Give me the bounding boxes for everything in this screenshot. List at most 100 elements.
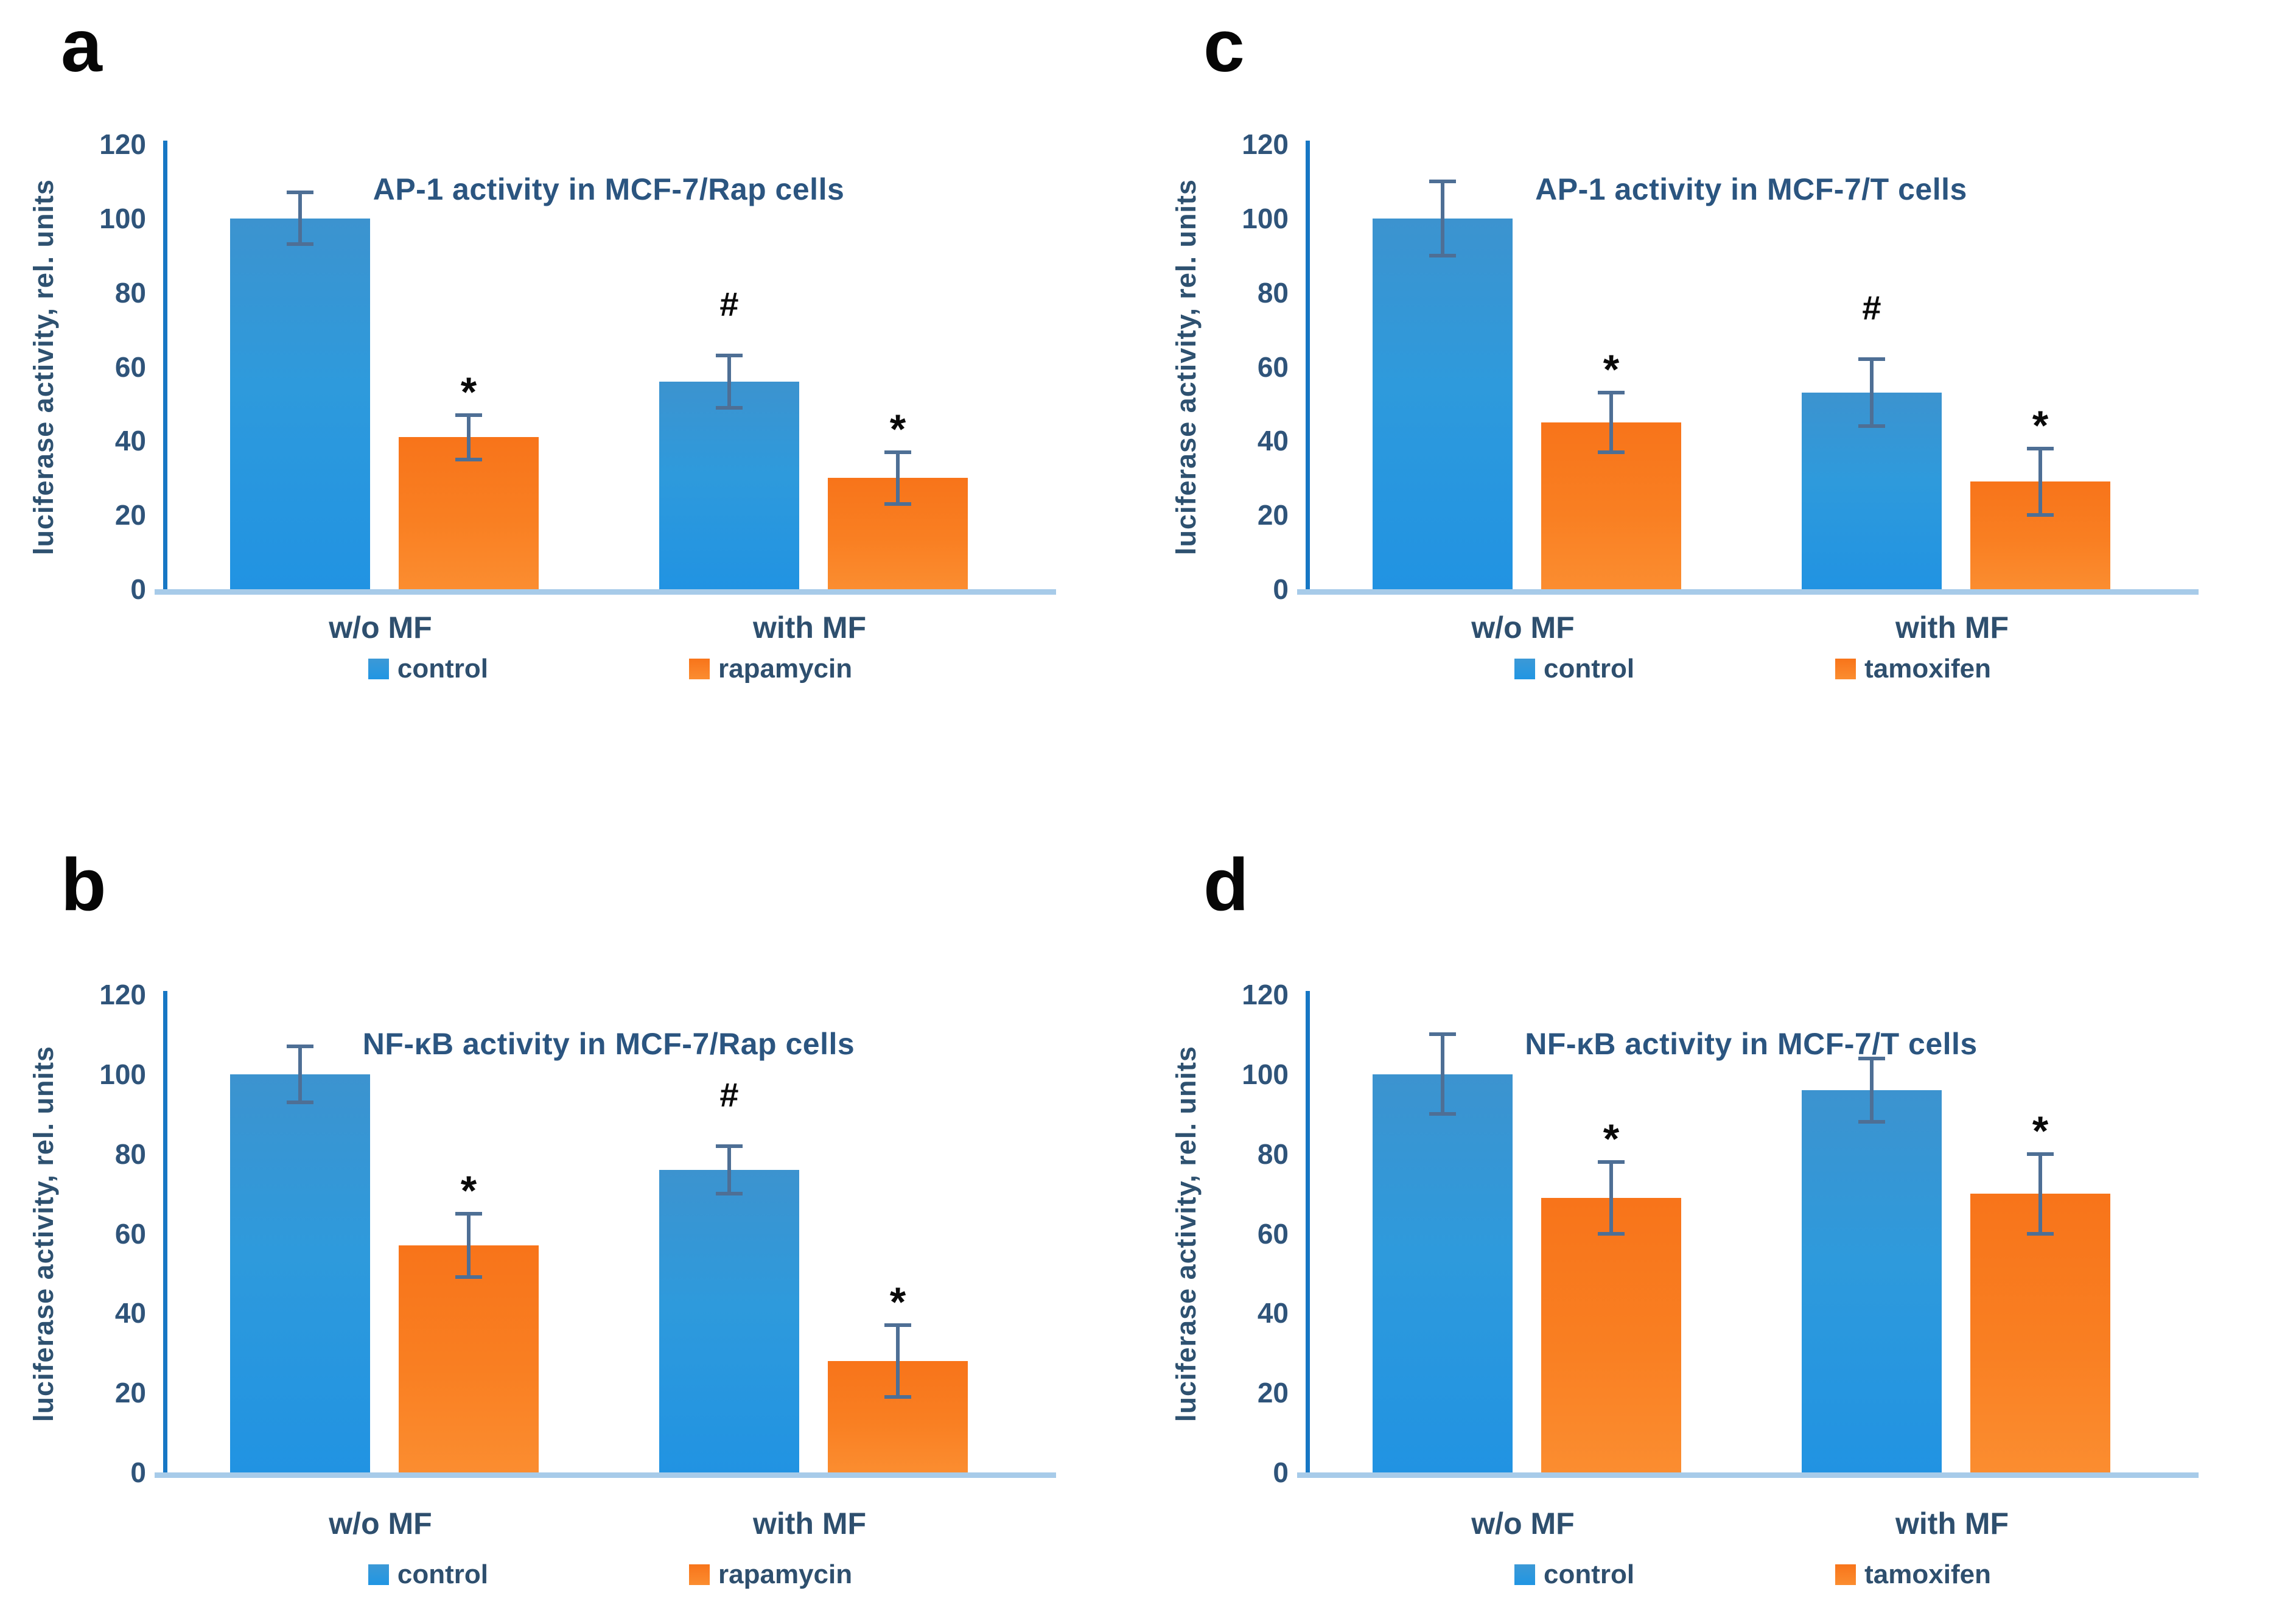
error-bar-tamoxifen-with-mf (2038, 1153, 2042, 1234)
bar-tamoxifen-w-o-mf (1541, 1197, 1681, 1472)
plot-area-c: AP-1 activity in MCF-7/T cells 0 20 40 60 80… (1142, 0, 2285, 812)
panel-letter-a: a (61, 4, 102, 87)
legend-item-control: control (1514, 654, 1634, 684)
category-label-with-mf: with MF (1895, 611, 2009, 645)
y-tick-label: 20 (114, 499, 146, 531)
asterisk-annotation-tamoxifen-w-o-mf: * (1603, 346, 1620, 393)
legend-swatch-treatment (689, 659, 710, 679)
category-label-wo-mf: w/o MF (1471, 611, 1575, 645)
legend-item-control: control (1514, 1559, 1634, 1590)
error-bar-cap (1598, 1231, 1625, 1236)
chart-title: NF-κB activity in MCF-7/Rap cells (362, 1027, 855, 1061)
panel-c: c luciferase activity, rel. units AP-1 a… (1142, 0, 2285, 812)
y-tick-label: 80 (114, 276, 146, 309)
hash-annotation-control-with-mf: # (1862, 289, 1881, 327)
error-bar-cap (2027, 513, 2054, 517)
legend-label-treatment: rapamycin (718, 1559, 853, 1589)
error-bar-rapamycin-w-o-mf (467, 415, 471, 460)
bar-rapamycin-w-o-mf (399, 1245, 539, 1472)
y-tick-label: 60 (114, 351, 146, 383)
y-tick-label: 120 (1242, 128, 1289, 160)
error-bar-control-w-o-mf (1441, 181, 1444, 256)
error-bar-cap (1429, 1032, 1456, 1037)
y-tick-label: 0 (130, 1457, 146, 1488)
legend: control rapamycin (167, 654, 1053, 684)
error-bar-rapamycin-with-mf (896, 1325, 900, 1397)
x-axis-line (155, 589, 1056, 595)
panel-letter-c: c (1203, 4, 1245, 87)
legend-item-control: control (368, 654, 488, 684)
y-tick-label: 80 (1257, 1138, 1289, 1170)
legend-label-treatment: rapamycin (718, 654, 853, 684)
error-bar-cap (884, 1323, 911, 1327)
y-axis-line (163, 991, 167, 1475)
y-tick-label: 120 (99, 128, 146, 160)
error-bar-cap (716, 1192, 743, 1196)
error-bar-tamoxifen-w-o-mf (1609, 393, 1613, 452)
legend-label-control: control (397, 1559, 488, 1589)
bar-control-with-mf (659, 381, 799, 589)
x-axis-line (1297, 1472, 2199, 1478)
legend-item-control: control (368, 1559, 488, 1590)
error-bar-control-with-mf (727, 355, 731, 408)
bar-control-with-mf (1802, 1090, 1942, 1472)
legend-label-control: control (1544, 654, 1635, 684)
asterisk-annotation-tamoxifen-with-mf: * (2032, 1107, 2049, 1154)
error-bar-tamoxifen-w-o-mf (1609, 1161, 1613, 1234)
legend-label-treatment: tamoxifen (1864, 1559, 1991, 1589)
category-label-wo-mf: w/o MF (329, 1507, 432, 1541)
y-tick-label: 20 (1257, 1377, 1289, 1409)
error-bar-cap (884, 1395, 911, 1399)
asterisk-annotation-rapamycin-with-mf: * (889, 405, 906, 452)
panel-a: a luciferase activity, rel. units AP-1 a… (0, 0, 1142, 812)
bar-control-w-o-mf (1373, 1074, 1513, 1472)
y-tick-label: 40 (114, 1297, 146, 1329)
error-bar-cap (716, 1144, 743, 1148)
error-bar-cap (287, 242, 313, 247)
legend: control tamoxifen (1310, 654, 2196, 684)
asterisk-annotation-rapamycin-w-o-mf: * (460, 1167, 477, 1214)
legend: control rapamycin (167, 1559, 1053, 1590)
legend-item-treatment: tamoxifen (1835, 654, 1991, 684)
hash-annotation-control-with-mf: # (719, 1075, 739, 1114)
error-bar-cap (1429, 179, 1456, 183)
y-tick-label: 0 (1273, 1457, 1289, 1488)
bar-control-with-mf (659, 1169, 799, 1472)
error-bar-cap (2027, 1231, 2054, 1236)
y-tick-label: 40 (114, 425, 146, 457)
error-bar-cap (455, 457, 482, 461)
y-tick-label: 60 (1257, 1217, 1289, 1250)
error-bar-cap (1429, 253, 1456, 257)
x-axis-line (1297, 589, 2199, 595)
error-bar-cap (1598, 1160, 1625, 1164)
y-tick-label: 0 (1273, 573, 1289, 605)
legend: control tamoxifen (1310, 1559, 2196, 1590)
y-tick-label: 100 (99, 1058, 146, 1090)
y-tick-label: 120 (99, 979, 146, 1010)
error-bar-cap (2027, 1152, 2054, 1156)
y-tick-label: 120 (1242, 979, 1289, 1010)
error-bar-cap (1858, 1056, 1885, 1060)
category-label-with-mf: with MF (1895, 1507, 2009, 1541)
asterisk-annotation-rapamycin-w-o-mf: * (460, 368, 477, 415)
y-tick-label: 100 (1242, 202, 1289, 234)
chart-title: AP-1 activity in MCF-7/T cells (1535, 172, 1967, 206)
error-bar-cap (884, 450, 911, 454)
asterisk-annotation-tamoxifen-with-mf: * (2032, 402, 2049, 449)
y-tick-label: 20 (114, 1377, 146, 1409)
legend-label-control: control (397, 654, 488, 684)
error-bar-cap (884, 502, 911, 506)
error-bar-control-with-mf (727, 1146, 731, 1194)
error-bar-cap (716, 405, 743, 410)
asterisk-annotation-tamoxifen-w-o-mf: * (1603, 1115, 1620, 1162)
panel-letter-b: b (61, 843, 107, 926)
y-axis-line (163, 141, 167, 592)
chart-title: AP-1 activity in MCF-7/Rap cells (373, 172, 845, 206)
y-tick-label: 100 (99, 202, 146, 234)
plot-area-b: NF-κB activity in MCF-7/Rap cells 0 20 40 6… (0, 812, 1142, 1624)
error-bar-control-with-mf (1870, 1058, 1874, 1122)
x-axis-line (155, 1472, 1056, 1478)
error-bar-cap (287, 191, 313, 195)
error-bar-cap (455, 413, 482, 417)
panel-b: b luciferase activity, rel. units NF-κB … (0, 812, 1142, 1624)
